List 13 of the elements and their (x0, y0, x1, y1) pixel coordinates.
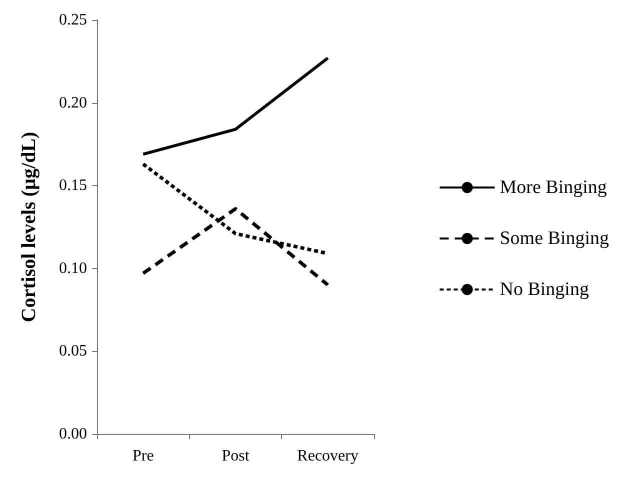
x-tick-label: Post (222, 448, 250, 464)
legend-label: No Binging (500, 279, 590, 300)
y-axis-title: Cortisol levels (µg/dL) (18, 132, 40, 322)
legend-label: Some Binging (500, 228, 610, 249)
y-tick-label: 0.15 (59, 177, 87, 194)
y-tick-label: 0.10 (59, 260, 87, 277)
y-tick-label: 0.25 (59, 12, 87, 28)
y-tick-label: 0.20 (59, 94, 87, 112)
y-tick-label: 0.05 (59, 342, 87, 360)
legend-label: More Binging (500, 177, 608, 198)
x-tick-label: Recovery (297, 448, 358, 464)
x-tick-label: Pre (132, 448, 154, 464)
y-tick-label: 0.00 (59, 426, 87, 442)
